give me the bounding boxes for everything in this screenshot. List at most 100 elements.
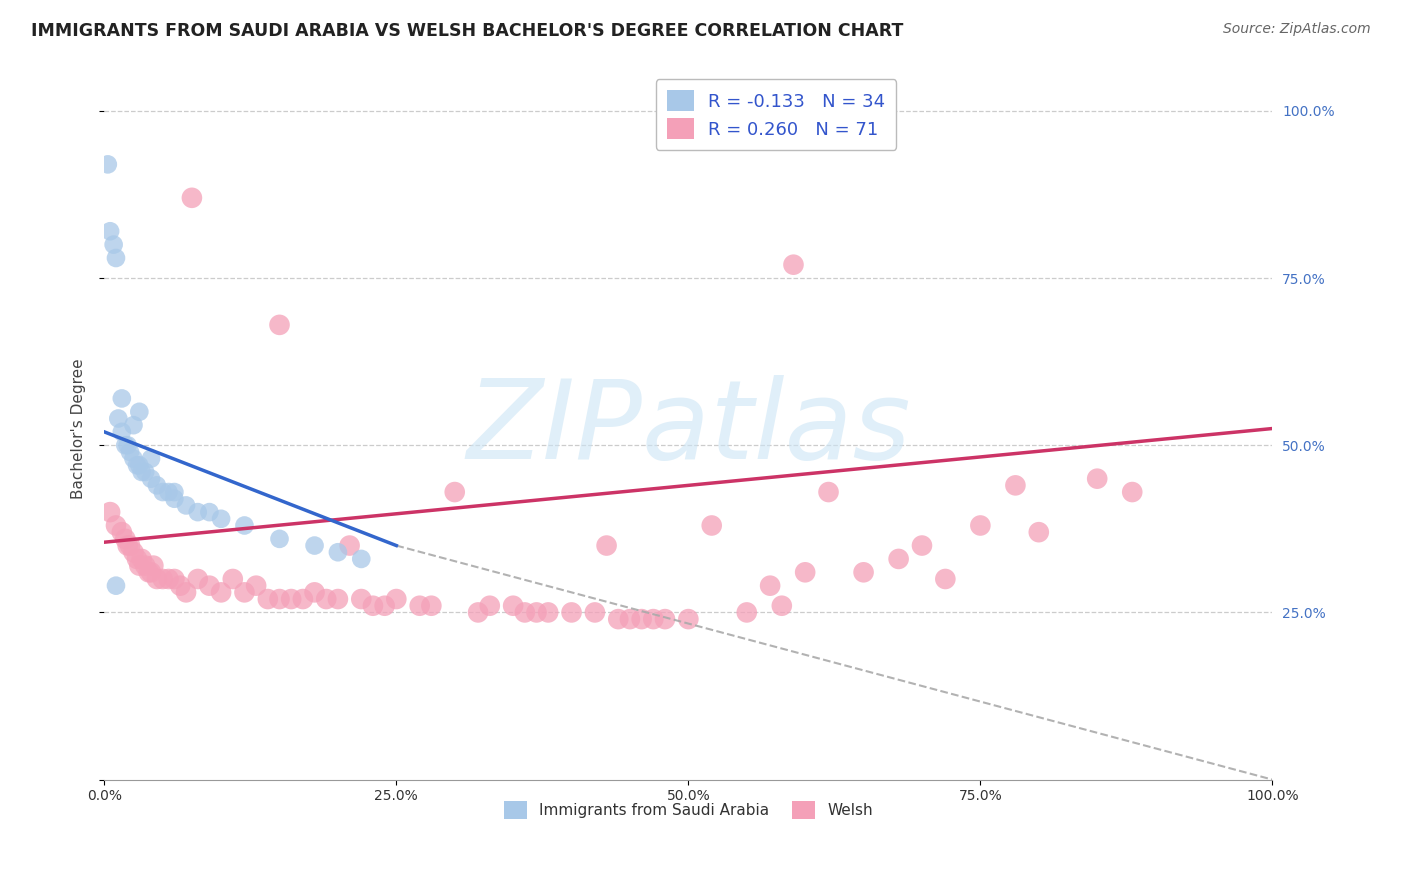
Point [245, 579, 267, 593]
Point [107, 411, 129, 425]
Point [361, 599, 384, 613]
Point [198, 505, 221, 519]
Point [111, 425, 134, 439]
Point [118, 445, 141, 459]
Point [443, 485, 465, 500]
Point [1121, 485, 1143, 500]
Point [385, 592, 408, 607]
Point [157, 572, 180, 586]
Point [794, 566, 817, 580]
Point [467, 606, 489, 620]
Point [104, 251, 127, 265]
Point [111, 525, 134, 540]
Point [138, 566, 160, 580]
Point [118, 539, 141, 553]
Point [128, 458, 150, 473]
Point [139, 472, 162, 486]
Point [502, 599, 524, 613]
Point [256, 592, 278, 607]
Point [315, 592, 337, 607]
Point [700, 518, 723, 533]
Point [98, 224, 121, 238]
Point [142, 558, 165, 573]
Point [280, 592, 302, 607]
Point [911, 539, 934, 553]
Point [735, 606, 758, 620]
Point [187, 505, 209, 519]
Point [607, 612, 630, 626]
Point [269, 318, 291, 332]
Point [233, 585, 256, 599]
Point [619, 612, 641, 626]
Point [630, 612, 652, 626]
Point [513, 606, 536, 620]
Point [111, 392, 134, 406]
Point [1004, 478, 1026, 492]
Point [122, 451, 145, 466]
Point [678, 612, 700, 626]
Point [269, 592, 291, 607]
Point [174, 585, 197, 599]
Point [1028, 525, 1050, 540]
Y-axis label: Bachelor's Degree: Bachelor's Degree [72, 359, 86, 499]
Point [117, 438, 139, 452]
Point [131, 552, 153, 566]
Point [770, 599, 793, 613]
Point [759, 579, 782, 593]
Text: ZIPatlas: ZIPatlas [467, 375, 911, 482]
Point [408, 599, 430, 613]
Point [654, 612, 676, 626]
Text: Source: ZipAtlas.com: Source: ZipAtlas.com [1223, 22, 1371, 37]
Point [304, 585, 326, 599]
Point [304, 539, 326, 553]
Point [128, 558, 150, 573]
Point [374, 599, 396, 613]
Point [209, 585, 232, 599]
Point [152, 572, 174, 586]
Point [339, 539, 361, 553]
Point [117, 539, 139, 553]
Point [122, 545, 145, 559]
Point [98, 505, 121, 519]
Point [128, 405, 150, 419]
Point [104, 518, 127, 533]
Point [134, 558, 156, 573]
Point [887, 552, 910, 566]
Point [817, 485, 839, 500]
Point [350, 592, 373, 607]
Point [174, 499, 197, 513]
Point [1085, 472, 1108, 486]
Point [125, 458, 148, 473]
Point [180, 191, 202, 205]
Point [187, 572, 209, 586]
Point [97, 157, 120, 171]
Point [537, 606, 560, 620]
Point [163, 572, 186, 586]
Point [326, 545, 349, 559]
Point [526, 606, 548, 620]
Point [782, 258, 804, 272]
Point [114, 438, 136, 452]
Point [269, 532, 291, 546]
Point [146, 572, 169, 586]
Legend: Immigrants from Saudi Arabia, Welsh: Immigrants from Saudi Arabia, Welsh [498, 795, 879, 824]
Point [152, 485, 174, 500]
Point [595, 539, 617, 553]
Point [169, 579, 191, 593]
Point [291, 592, 314, 607]
Point [478, 599, 501, 613]
Point [934, 572, 956, 586]
Point [163, 485, 186, 500]
Text: IMMIGRANTS FROM SAUDI ARABIA VS WELSH BACHELOR'S DEGREE CORRELATION CHART: IMMIGRANTS FROM SAUDI ARABIA VS WELSH BA… [31, 22, 903, 40]
Point [420, 599, 443, 613]
Point [350, 552, 373, 566]
Point [114, 532, 136, 546]
Point [233, 518, 256, 533]
Point [852, 566, 875, 580]
Point [103, 237, 125, 252]
Point [163, 491, 186, 506]
Point [125, 552, 148, 566]
Point [134, 465, 156, 479]
Point [643, 612, 665, 626]
Point [104, 579, 127, 593]
